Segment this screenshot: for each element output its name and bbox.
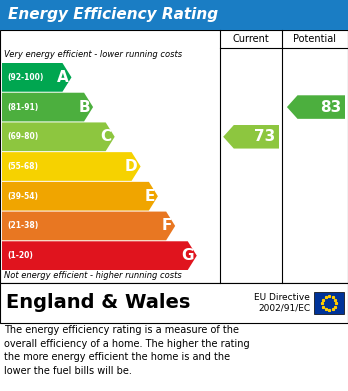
- Text: EU Directive: EU Directive: [254, 294, 310, 303]
- Polygon shape: [287, 95, 345, 119]
- Polygon shape: [2, 63, 71, 92]
- Polygon shape: [223, 125, 279, 149]
- Text: England & Wales: England & Wales: [6, 294, 190, 312]
- Text: (81-91): (81-91): [7, 102, 38, 111]
- Text: (39-54): (39-54): [7, 192, 38, 201]
- Text: C: C: [101, 129, 112, 144]
- Text: 2002/91/EC: 2002/91/EC: [258, 303, 310, 312]
- Text: D: D: [125, 159, 137, 174]
- Bar: [0, 30, 348, 283]
- Text: 73: 73: [254, 129, 275, 144]
- Text: (55-68): (55-68): [7, 162, 38, 171]
- Text: The energy efficiency rating is a measure of the
overall efficiency of a home. T: The energy efficiency rating is a measur…: [4, 325, 250, 376]
- Text: Potential: Potential: [293, 34, 337, 44]
- Polygon shape: [2, 212, 175, 240]
- Polygon shape: [2, 152, 141, 181]
- Text: Energy Efficiency Rating: Energy Efficiency Rating: [8, 7, 218, 23]
- Polygon shape: [2, 182, 158, 211]
- Text: (92-100): (92-100): [7, 73, 44, 82]
- Bar: [0, 283, 348, 323]
- Bar: [0, 0, 348, 30]
- Text: Not energy efficient - higher running costs: Not energy efficient - higher running co…: [4, 271, 182, 280]
- Polygon shape: [2, 241, 197, 270]
- Text: Very energy efficient - lower running costs: Very energy efficient - lower running co…: [4, 50, 182, 59]
- Polygon shape: [2, 122, 115, 151]
- Text: 83: 83: [320, 100, 341, 115]
- Text: B: B: [78, 100, 90, 115]
- Text: Current: Current: [232, 34, 269, 44]
- Text: A: A: [57, 70, 69, 85]
- Bar: [314, 292, 344, 314]
- Polygon shape: [2, 93, 93, 122]
- Text: (1-20): (1-20): [7, 251, 33, 260]
- Text: (21-38): (21-38): [7, 221, 38, 230]
- Text: E: E: [144, 189, 155, 204]
- Text: (69-80): (69-80): [7, 132, 38, 141]
- Text: F: F: [162, 219, 172, 233]
- Text: G: G: [181, 248, 194, 263]
